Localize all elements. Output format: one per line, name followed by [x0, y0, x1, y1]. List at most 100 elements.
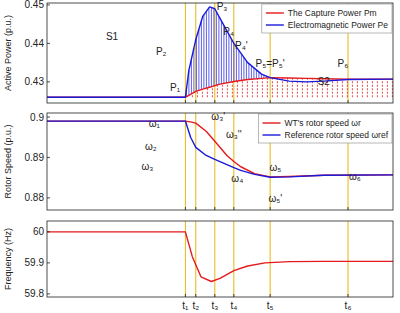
area-hatch [252, 79, 253, 97]
annotation: ω₄ [231, 173, 243, 184]
x-grid-line [214, 113, 215, 210]
legend-swatch [263, 134, 281, 135]
series-line [47, 121, 393, 177]
y-tick-label: 59.8 [25, 288, 45, 299]
annotation: ω₅ [269, 162, 281, 173]
x-tick-label: t₆ [345, 300, 352, 311]
y-tick [47, 197, 50, 198]
legend-box [262, 4, 392, 33]
area-hatch [226, 30, 227, 83]
area-hatch [257, 79, 258, 98]
area-hatch [342, 79, 343, 97]
area-hatch [247, 80, 248, 98]
area-hatch [337, 79, 338, 97]
x-tick [185, 207, 186, 210]
x-tick [348, 100, 349, 103]
area-hatch [332, 79, 333, 97]
y-tick [47, 293, 50, 294]
y-tick-label: 0.44 [25, 38, 45, 49]
panel: 0.880.890.9Rotor Speed (p.u.)ω₁ω₂ω₃ω₃'ω₃… [3, 111, 393, 210]
y-tick-label: 0.89 [25, 152, 45, 163]
y-tick [47, 81, 50, 82]
x-tick [270, 294, 271, 297]
x-grid-line [195, 3, 196, 103]
annotation: ω₆ [349, 171, 361, 182]
x-tick [233, 207, 234, 210]
annotation: P₄' [235, 40, 248, 51]
area-hatch [272, 78, 273, 98]
plot-frame [47, 3, 393, 103]
legend-swatch [266, 12, 284, 13]
area-hatch [241, 54, 242, 81]
x-tick [348, 207, 349, 210]
legend-label: WT's rotor speed ωr [285, 118, 361, 128]
plot-background [47, 3, 393, 103]
area-hatch [212, 86, 213, 97]
hatch [186, 8, 392, 98]
x-grid-line [214, 3, 215, 103]
x-tick [233, 100, 234, 103]
legend-label: The Capture Power Pm [288, 8, 377, 18]
y-tick [47, 262, 50, 263]
plot-area [47, 121, 393, 177]
y-tick [47, 43, 50, 44]
area-hatch [367, 79, 368, 97]
area-hatch [248, 64, 249, 80]
legend-swatch [263, 122, 281, 123]
annotation: P₅=P₅' [256, 58, 285, 69]
area-hatch [243, 57, 244, 80]
annotation: ω₂ [145, 141, 157, 152]
y-tick [47, 117, 50, 118]
legend-swatch [266, 24, 284, 25]
x-grid-line [233, 3, 234, 103]
area-hatch [191, 59, 192, 94]
area-hatch [211, 8, 212, 87]
annotation: ω₃' [211, 111, 225, 122]
y-tick [47, 157, 50, 158]
x-tick [270, 207, 271, 210]
x-tick-label: t₂ [192, 300, 199, 311]
plot-area [47, 232, 393, 282]
area-hatch [262, 78, 263, 97]
x-grid-line [185, 113, 186, 210]
x-tick [233, 294, 234, 297]
area-hatch [216, 12, 217, 86]
annotation: P₂ [156, 46, 167, 57]
x-tick-label: t₄ [230, 300, 237, 311]
area-hatch [221, 21, 222, 84]
y-axis-label: Frequency (Hz) [3, 228, 13, 290]
annotation: P₃ [217, 1, 228, 12]
y-axis-label: Rotor Speed (p.u.) [3, 124, 13, 198]
area-hatch [193, 48, 194, 93]
y-tick-label: 0.88 [25, 192, 45, 203]
area-hatch [372, 79, 373, 97]
area-hatch [253, 68, 254, 79]
area-hatch [246, 61, 247, 80]
series-line [47, 7, 393, 97]
area-hatch [201, 21, 202, 90]
panel: 0.430.440.45Active Power (p.u.)S1P₁P₂P₃P… [3, 0, 393, 103]
x-tick [270, 100, 271, 103]
annotation: ω₃'' [226, 129, 242, 140]
y-tick [47, 4, 50, 5]
annotation: ω₅' [268, 193, 282, 204]
area-hatch [206, 11, 207, 88]
area-hatch [227, 83, 228, 98]
area-hatch [232, 82, 233, 97]
annotation: ω₃ [141, 161, 153, 172]
x-grid-line [195, 113, 196, 210]
x-tick-label: t₁ [182, 300, 189, 311]
x-tick [185, 294, 186, 297]
area-hatch [213, 8, 214, 86]
area-hatch [377, 79, 378, 97]
area-hatch [382, 79, 383, 97]
x-grid-line [270, 221, 271, 297]
plot-frame [47, 221, 393, 297]
x-tick [195, 100, 196, 103]
x-tick [214, 207, 215, 210]
area-hatch [207, 88, 208, 97]
x-tick [195, 207, 196, 210]
area-hatch [387, 79, 388, 97]
y-tick-label: 60 [33, 226, 45, 237]
x-tick [214, 100, 215, 103]
